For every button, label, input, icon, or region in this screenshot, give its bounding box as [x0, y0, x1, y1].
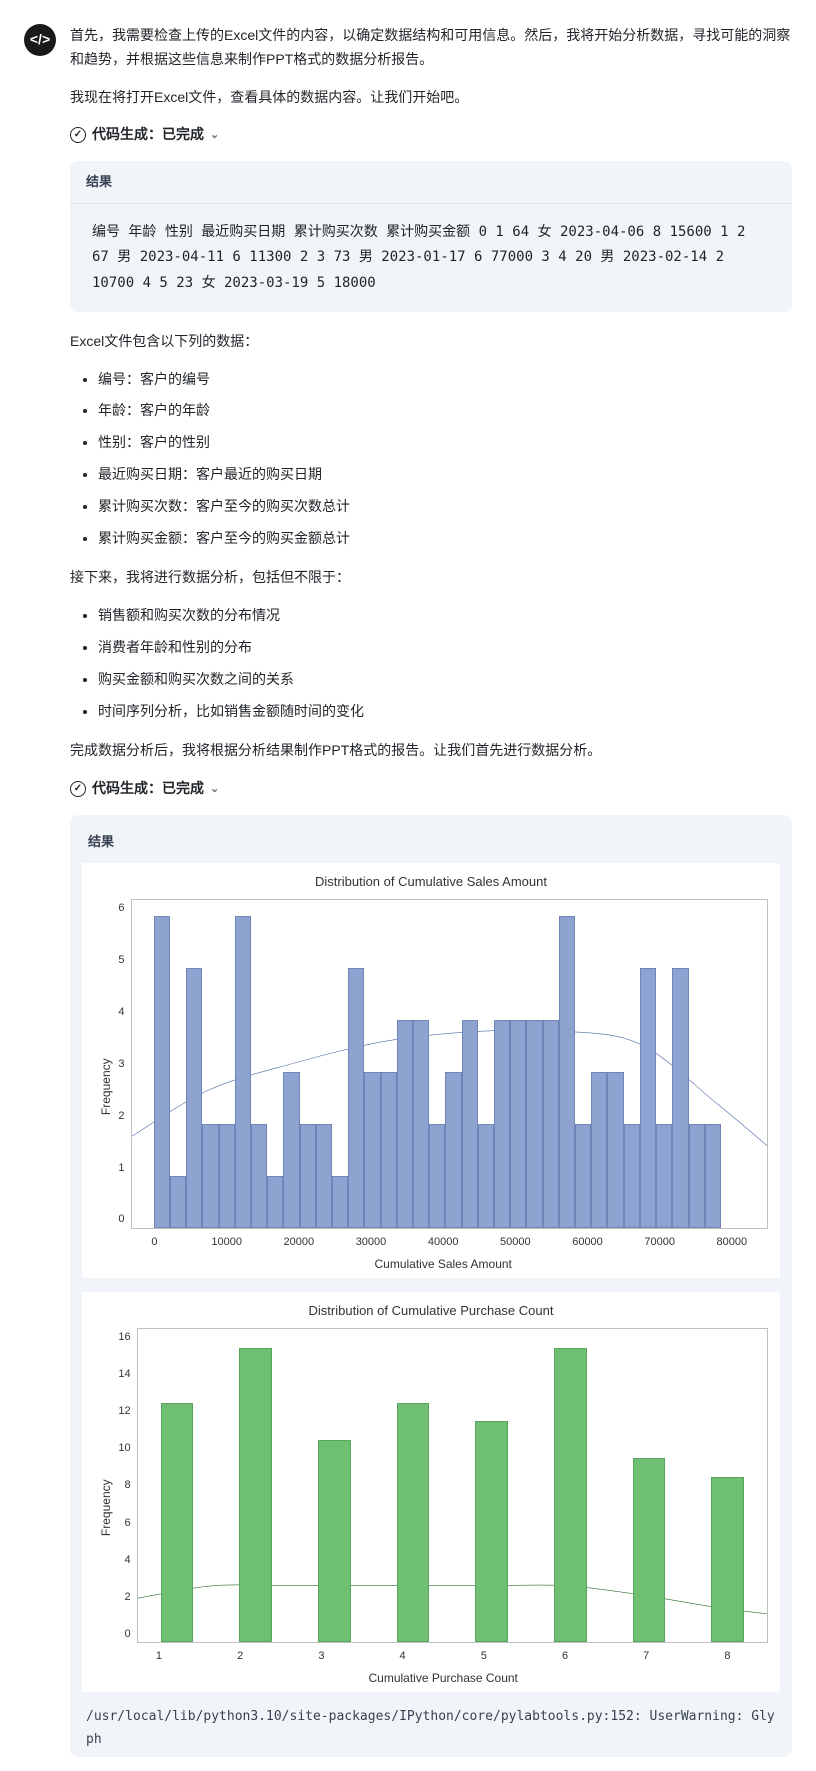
chart-bar: [607, 1072, 623, 1228]
assistant-avatar: </>: [24, 24, 56, 56]
chart-bar: [186, 968, 202, 1228]
chart-bar: [672, 968, 688, 1228]
chart-bar: [154, 916, 170, 1228]
chart-bar: [397, 1403, 430, 1642]
code-status-toggle[interactable]: ✓ 代码生成：已完成 ⌄: [70, 123, 792, 147]
intro-paragraph-2: 我现在将打开Excel文件，查看具体的数据内容。让我们开始吧。: [70, 86, 792, 110]
chart-bar: [348, 968, 364, 1228]
chart-1-yticks: 6543210: [118, 899, 130, 1229]
check-icon: ✓: [70, 781, 86, 797]
chart-2-ylabel: Frequency: [94, 1328, 118, 1688]
chart-1-panel: Distribution of Cumulative Sales Amount …: [82, 863, 780, 1278]
columns-list: 编号：客户的编号年龄：客户的年龄性别：客户的性别最近购买日期：客户最近的购买日期…: [70, 368, 792, 551]
chart-bar: [705, 1124, 721, 1228]
list-item: 销售额和购买次数的分布情况: [98, 604, 792, 628]
chart-bar: [445, 1072, 461, 1228]
list-item: 编号：客户的编号: [98, 368, 792, 392]
chart-bar: [510, 1020, 526, 1228]
warning-text: /usr/local/lib/python3.10/site-packages/…: [82, 1706, 780, 1750]
chart-2-plot: [137, 1328, 768, 1643]
chart-1-ylabel: Frequency: [94, 899, 118, 1274]
list-item: 购买金额和购买次数之间的关系: [98, 668, 792, 692]
result-box-1: 结果 编号 年龄 性别 最近购买日期 累计购买次数 累计购买金额 0 1 64 …: [70, 161, 792, 312]
chart-bar: [161, 1403, 194, 1642]
chart-result-box: 结果 Distribution of Cumulative Sales Amou…: [70, 815, 792, 1757]
chart-bar: [397, 1020, 413, 1228]
chart-2-xlabel: Cumulative Purchase Count: [118, 1666, 768, 1688]
code-status-toggle-2[interactable]: ✓ 代码生成：已完成 ⌄: [70, 777, 792, 801]
chart-1-xticks: 0100002000030000400005000060000700008000…: [118, 1229, 768, 1252]
chart-bar: [429, 1124, 445, 1228]
chart-bar: [475, 1421, 508, 1642]
chart-1-xlabel: Cumulative Sales Amount: [118, 1252, 768, 1274]
chart-bar: [267, 1176, 283, 1228]
result-heading-2: 结果: [82, 827, 780, 863]
chart-2-yticks: 1614121086420: [118, 1328, 136, 1643]
chart-bar: [711, 1477, 744, 1643]
chart-bar: [640, 968, 656, 1228]
chevron-down-icon: ⌄: [210, 780, 219, 799]
chart-bar: [494, 1020, 510, 1228]
list-item: 累计购买金额：客户至今的购买金额总计: [98, 527, 792, 551]
chart-2-xticks: 12345678: [118, 1643, 768, 1666]
list-item: 累计购买次数：客户至今的购买次数总计: [98, 495, 792, 519]
chart-bar: [381, 1072, 397, 1228]
list-item: 消费者年龄和性别的分布: [98, 636, 792, 660]
chart-bar: [559, 916, 575, 1228]
chart-bar: [283, 1072, 299, 1228]
chart-bar: [170, 1176, 186, 1228]
chart-bar: [526, 1020, 542, 1228]
result-heading: 结果: [70, 161, 792, 204]
columns-intro: Excel文件包含以下列的数据：: [70, 330, 792, 354]
chart-bar: [543, 1020, 559, 1228]
chart-2-kde-line: [138, 1329, 767, 1642]
chart-bar: [235, 916, 251, 1228]
list-item: 最近购买日期：客户最近的购买日期: [98, 463, 792, 487]
chart-bar: [251, 1124, 267, 1228]
chart-bar: [202, 1124, 218, 1228]
chart-bar: [591, 1072, 607, 1228]
list-item: 性别：客户的性别: [98, 431, 792, 455]
chart-bar: [656, 1124, 672, 1228]
chart-bar: [318, 1440, 351, 1643]
code-status-label: 代码生成：已完成: [92, 123, 204, 147]
list-item: 年龄：客户的年龄: [98, 399, 792, 423]
chart-bar: [239, 1348, 272, 1643]
chart-bar: [575, 1124, 591, 1228]
chart-bar: [413, 1020, 429, 1228]
chart-bar: [316, 1124, 332, 1228]
after-analysis: 完成数据分析后，我将根据分析结果制作PPT格式的报告。让我们首先进行数据分析。: [70, 739, 792, 763]
check-icon: ✓: [70, 127, 86, 143]
chart-1-plot: [131, 899, 768, 1229]
code-icon: </>: [30, 28, 50, 52]
chart-bar: [633, 1458, 666, 1642]
chart-bar: [462, 1020, 478, 1228]
chart-1-title: Distribution of Cumulative Sales Amount: [94, 871, 768, 893]
chart-bar: [300, 1124, 316, 1228]
next-intro: 接下来，我将进行数据分析，包括但不限于：: [70, 566, 792, 590]
chart-bar: [219, 1124, 235, 1228]
chart-2-panel: Distribution of Cumulative Purchase Coun…: [82, 1292, 780, 1692]
analysis-list: 销售额和购买次数的分布情况消费者年龄和性别的分布购买金额和购买次数之间的关系时间…: [70, 604, 792, 723]
chart-bar: [364, 1072, 380, 1228]
chart-bar: [624, 1124, 640, 1228]
code-status-label-2: 代码生成：已完成: [92, 777, 204, 801]
intro-paragraph-1: 首先，我需要检查上传的Excel文件的内容，以确定数据结构和可用信息。然后，我将…: [70, 24, 792, 72]
chart-2-title: Distribution of Cumulative Purchase Coun…: [94, 1300, 768, 1322]
chart-bar: [689, 1124, 705, 1228]
chevron-down-icon: ⌄: [210, 126, 219, 145]
result-body-1: 编号 年龄 性别 最近购买日期 累计购买次数 累计购买金额 0 1 64 女 2…: [70, 204, 792, 312]
chart-bar: [478, 1124, 494, 1228]
list-item: 时间序列分析，比如销售金额随时间的变化: [98, 700, 792, 724]
chart-bar: [554, 1348, 587, 1643]
chart-bar: [332, 1176, 348, 1228]
